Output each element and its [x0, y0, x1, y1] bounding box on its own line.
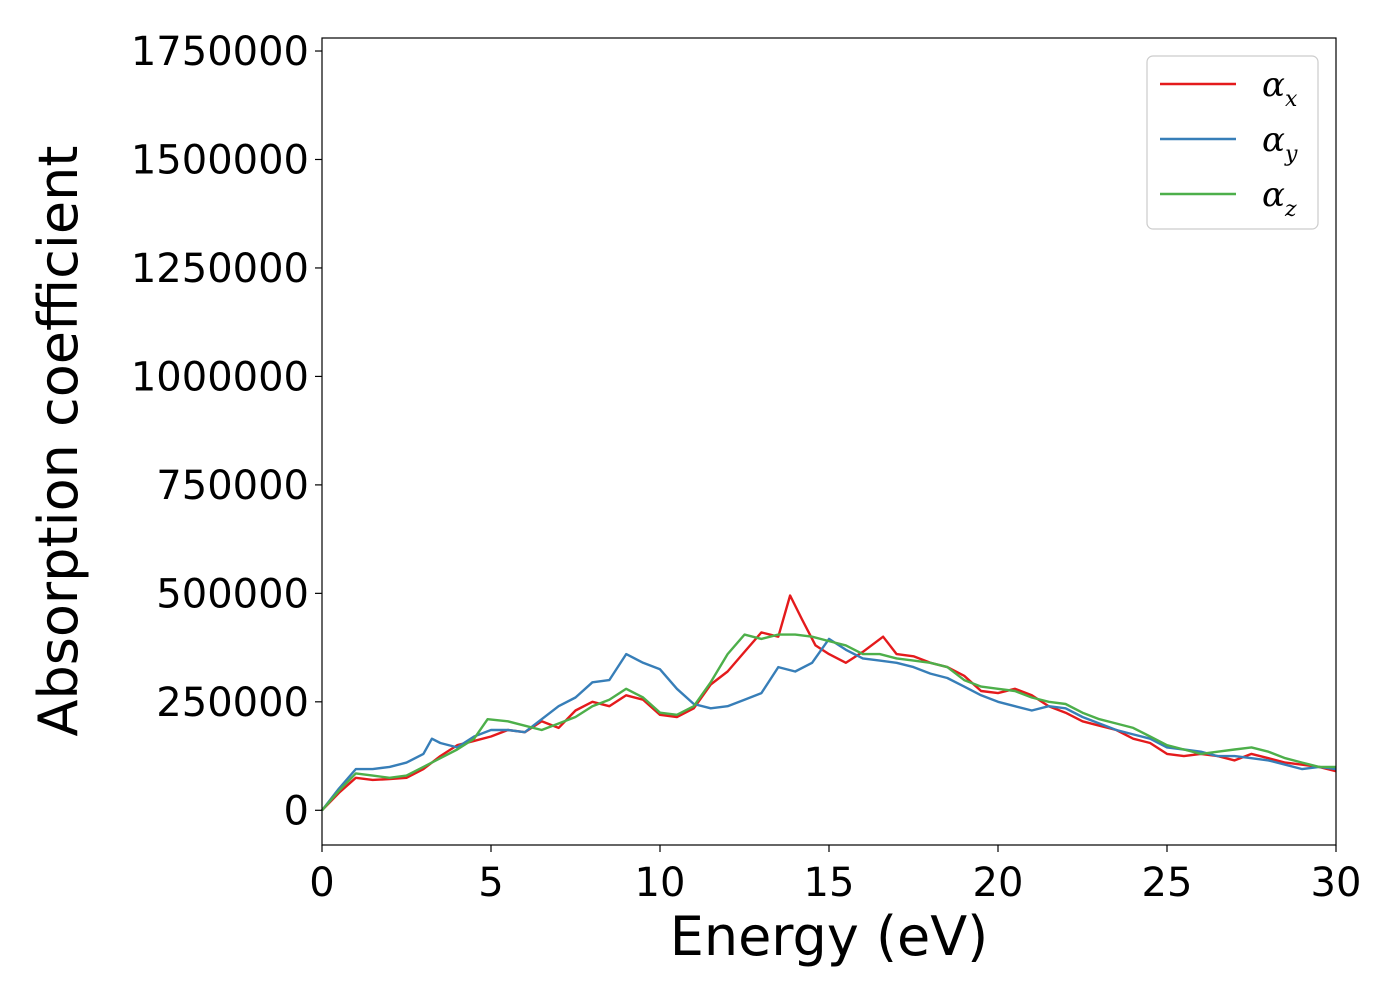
x-tick-label: 15: [804, 860, 855, 906]
y-tick-label: 1000000: [131, 354, 309, 400]
x-tick-label: 25: [1142, 860, 1193, 906]
y-tick-label: 1750000: [131, 29, 309, 75]
x-tick-label: 30: [1311, 860, 1362, 906]
legend-label-z: αz: [1262, 175, 1297, 222]
y-tick-label: 1250000: [131, 246, 309, 292]
y-tick-label: 250000: [156, 680, 309, 726]
y-axis-label: Absorption coefficient: [27, 146, 90, 737]
x-tick-label: 0: [309, 860, 334, 906]
x-axis: 0 5 10 15 20 25 30: [309, 845, 1361, 906]
x-tick-label: 10: [635, 860, 686, 906]
legend-label-x: αx: [1262, 65, 1298, 112]
legend-label-y: αy: [1262, 120, 1298, 167]
legend-box: [1146, 55, 1319, 230]
y-tick-label: 1500000: [131, 137, 309, 183]
x-tick-label: 5: [478, 860, 503, 906]
x-axis-label: Energy (eV): [670, 905, 989, 968]
legend: αx αy αz: [1146, 55, 1319, 230]
series-layer: [321, 594, 1337, 812]
y-tick-label: 750000: [156, 463, 309, 509]
y-tick-label: 0: [284, 788, 309, 834]
series-line-z: [321, 633, 1336, 812]
y-axis: 0 250000 500000 750000 1000000 1250000 1500000…: [131, 29, 322, 834]
x-tick-label: 20: [973, 860, 1024, 906]
y-tick-label: 500000: [156, 571, 309, 617]
